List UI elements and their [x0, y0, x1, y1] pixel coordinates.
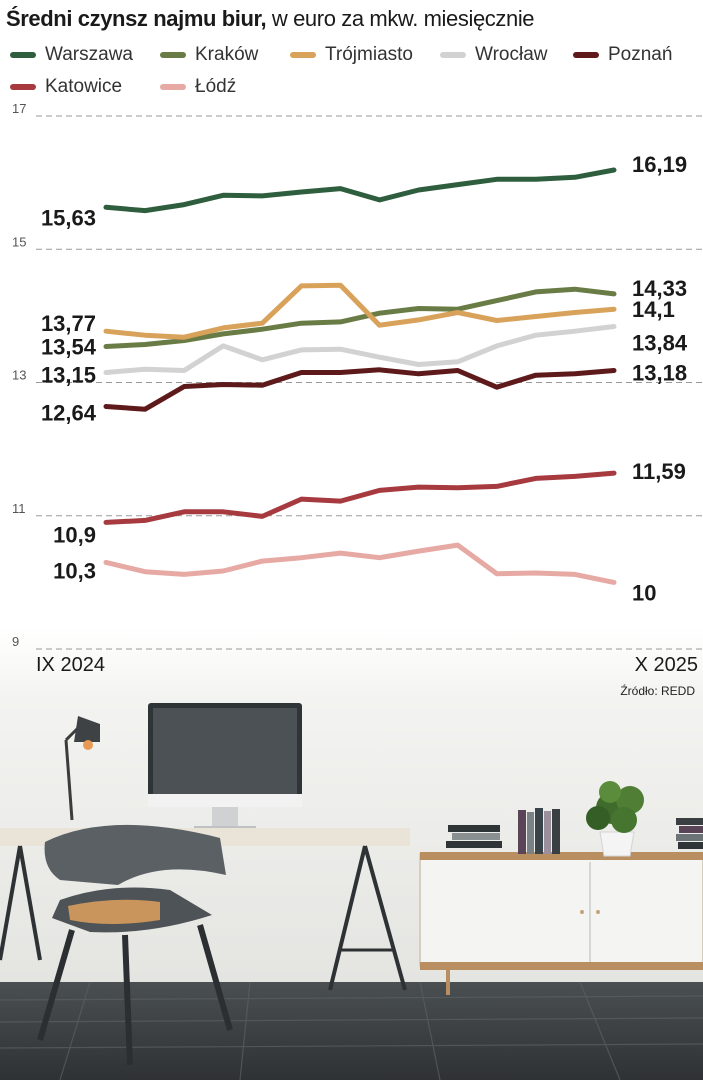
series-line-warszawa [103, 167, 617, 214]
series-line-poznań [103, 367, 617, 412]
source-note: Źródło: REDD [620, 684, 695, 698]
end-value-label: 14,1 [632, 297, 675, 322]
data-labels: 15,63 16,19 13,54 14,33 13,77 14,1 13,15 13,84 1… [41, 152, 688, 605]
chart-title: Średni czynsz najmu biur, w euro za mkw.… [6, 6, 535, 32]
series-line-katowice [103, 470, 617, 525]
start-value-label: 13,15 [41, 363, 96, 388]
legend-item: Kraków [160, 44, 258, 66]
chart-subtitle: w euro za mkw. miesięcznie [266, 6, 535, 31]
x-axis-labels: IX 2024 X 2025 [36, 654, 698, 676]
legend-label: Łódź [195, 76, 237, 97]
end-value-label: 11,59 [632, 459, 686, 484]
y-grid: 9 11 13 15 17 [12, 101, 703, 650]
legend-swatch [160, 84, 186, 90]
start-value-label: 12,64 [41, 400, 97, 425]
legend-swatch [440, 52, 466, 58]
start-value-label: 10,9 [53, 522, 96, 547]
monitor [148, 703, 302, 831]
x-label-start: IX 2024 [36, 654, 105, 676]
legend-label: Katowice [45, 76, 123, 97]
series-line-trójmiasto [103, 282, 617, 340]
end-value-label: 13,18 [632, 361, 687, 386]
series-lines [103, 167, 617, 585]
legend-label: Warszawa [45, 44, 133, 65]
legend-label: Kraków [195, 44, 259, 65]
y-tick-label: 9 [12, 634, 19, 649]
y-tick-label: 17 [12, 101, 26, 116]
y-tick-label: 15 [12, 234, 26, 249]
legend-swatch [290, 52, 316, 58]
start-value-label: 13,54 [41, 335, 97, 360]
end-value-label: 14,33 [632, 276, 687, 301]
plant [586, 781, 644, 857]
legend-item: Trójmiasto [290, 44, 413, 66]
legend-label: Trójmiasto [325, 44, 413, 65]
start-value-label: 15,63 [41, 205, 96, 230]
cabinet [419, 852, 703, 995]
legend-item: Warszawa [10, 44, 133, 66]
chair [37, 824, 233, 1066]
legend-item: Poznań [573, 44, 672, 66]
series-line-łódź [103, 542, 617, 585]
legend-item: Łódź [160, 76, 236, 98]
legend-label: Wrocław [475, 44, 548, 65]
legend-item: Wrocław [440, 44, 548, 66]
start-value-label: 10,3 [53, 558, 96, 583]
end-value-label: 16,19 [632, 152, 687, 177]
end-value-label: 10 [632, 580, 656, 605]
legend-swatch [573, 52, 599, 58]
y-tick-label: 11 [12, 501, 26, 516]
legend-label: Poznań [608, 44, 673, 65]
series-line-kraków [103, 286, 617, 349]
chart-title-bold: Średni czynsz najmu biur, [6, 6, 267, 31]
books [446, 808, 703, 854]
x-label-end: X 2025 [635, 654, 698, 676]
series-line-wrocław [103, 324, 617, 375]
legend-swatch [10, 84, 36, 90]
legend-item: Katowice [10, 76, 122, 98]
start-value-label: 13,77 [41, 311, 96, 336]
end-value-label: 13,84 [632, 331, 688, 356]
lamp [64, 716, 100, 821]
office-photo [0, 625, 703, 1080]
y-tick-label: 13 [12, 368, 26, 383]
legend-swatch [10, 52, 36, 58]
legend-swatch [160, 52, 186, 58]
